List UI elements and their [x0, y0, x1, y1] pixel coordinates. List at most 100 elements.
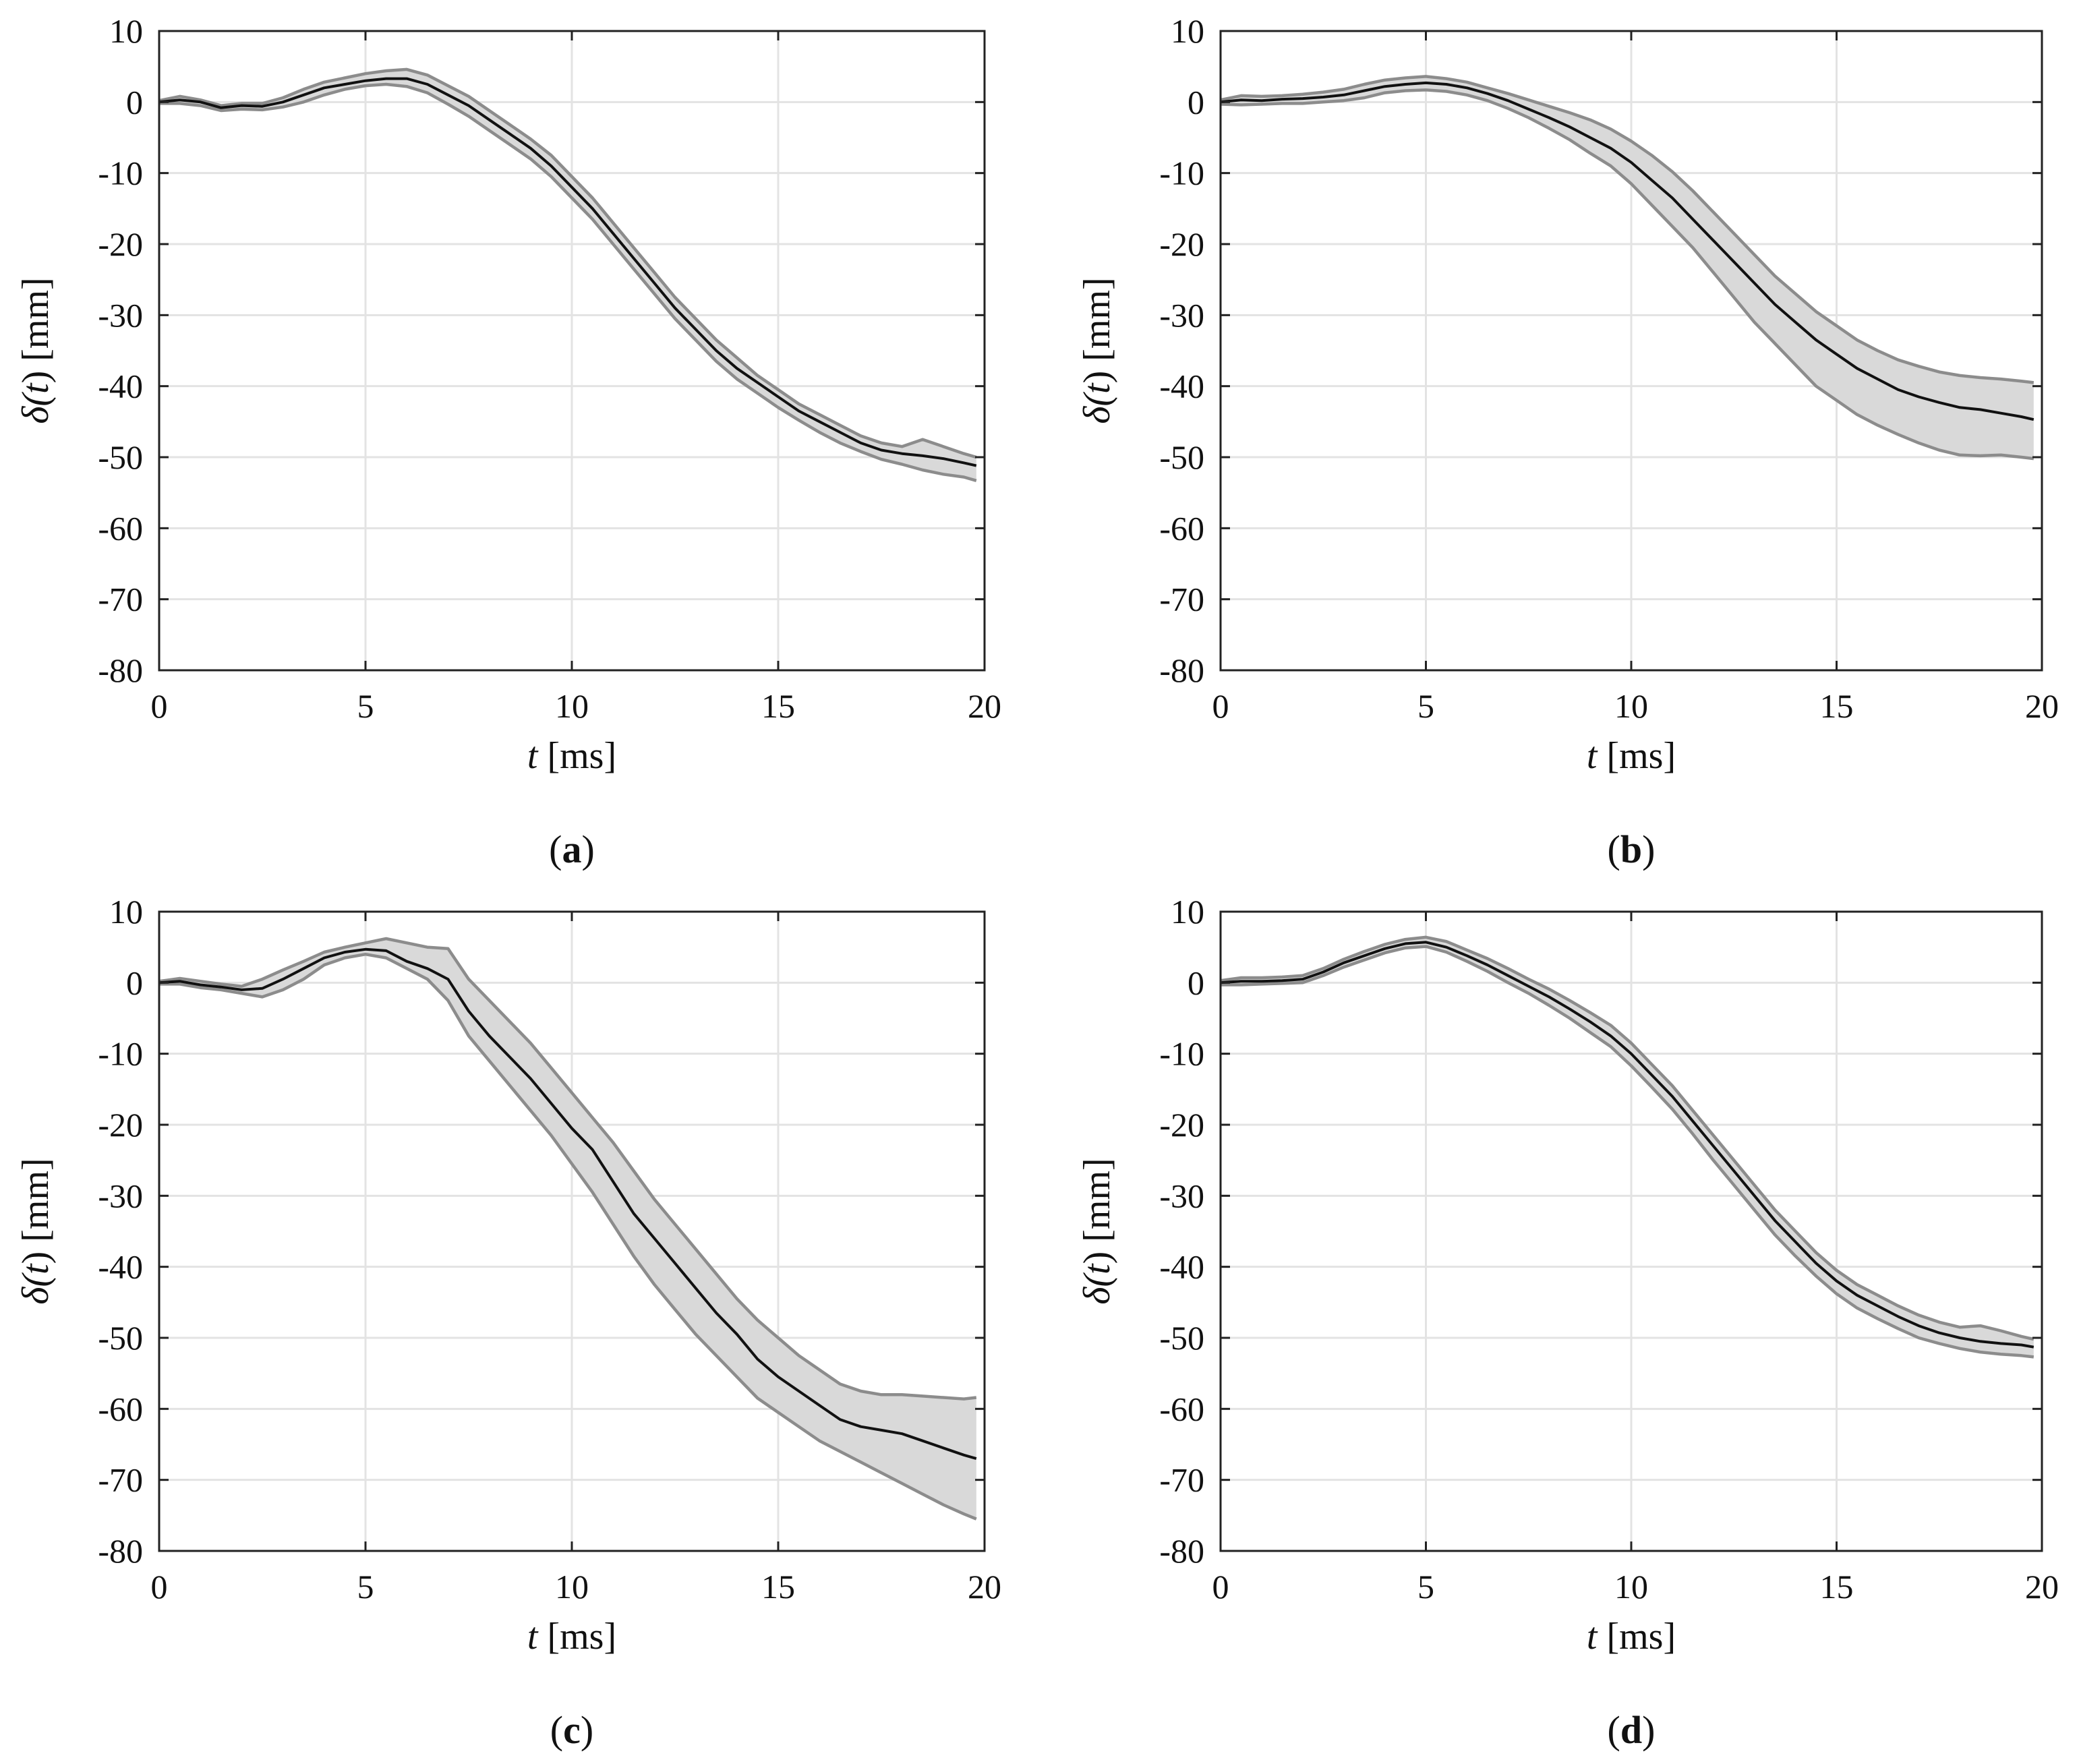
x-tick-label: 15	[1820, 1568, 1854, 1606]
y-axis-label: δ(t) [mm]	[15, 277, 57, 423]
panel-caption-close: )	[1642, 827, 1655, 871]
y-tick-label: -60	[98, 509, 143, 547]
y-axis-label-unit: [mm]	[1076, 277, 1118, 361]
panel-caption-close: )	[581, 1708, 593, 1752]
y-tick-label: -60	[1159, 509, 1204, 547]
confidence-band	[159, 939, 976, 1519]
y-axis-label-suffix: )	[1076, 1252, 1118, 1264]
y-axis-label-prefix: δ(	[15, 1272, 57, 1305]
panel-caption-letter: d	[1620, 1708, 1642, 1752]
y-axis-label: δ(t) [mm]	[1076, 277, 1118, 423]
x-tick-label: 15	[1820, 687, 1854, 725]
y-tick-label: -80	[98, 1532, 143, 1570]
x-tick-label: 10	[555, 687, 589, 725]
panel-caption-open: (	[1608, 1708, 1620, 1752]
y-tick-label: -70	[1159, 581, 1204, 618]
lower-bound-line	[1221, 945, 2034, 1359]
mean-line	[1220, 81, 2034, 421]
x-tick-label: 5	[1417, 687, 1434, 725]
mean-line	[158, 77, 977, 467]
y-tick-label: 0	[126, 964, 143, 1001]
y-tick-label: 10	[109, 12, 143, 50]
y-tick-label: -50	[98, 438, 143, 476]
y-tick-label: -40	[1159, 1248, 1204, 1286]
panel-caption-open: (	[1608, 827, 1620, 871]
x-tick-label: 15	[761, 1568, 795, 1606]
x-tick-label: 5	[1417, 1568, 1434, 1606]
y-axis-label-symbol: t	[15, 1263, 57, 1274]
x-axis-label-symbol: t	[527, 1616, 539, 1657]
y-tick-label: -30	[98, 1177, 143, 1214]
y-axis-label-unit: [mm]	[1076, 1158, 1118, 1241]
y-tick-label: -50	[98, 1319, 143, 1357]
panel-caption: (c)	[550, 1708, 593, 1752]
x-axis-label-symbol: t	[527, 735, 539, 777]
panel-caption-letter: c	[563, 1708, 581, 1752]
y-tick-label: -80	[98, 651, 143, 689]
y-axis-label: δ(t) [mm]	[15, 1158, 57, 1304]
x-axis-label-unit: [ms]	[1606, 1616, 1676, 1657]
panel-caption: (b)	[1608, 827, 1656, 871]
x-tick-label: 20	[2025, 687, 2059, 725]
y-tick-label: -30	[1159, 296, 1204, 334]
y-axis-label-unit: [mm]	[15, 277, 57, 361]
y-axis-label-symbol: t	[15, 382, 57, 394]
chart-panel-c: 0 5 10 15 20 10 0 -10 -20 -30 -40 -50 -60 -70 -80 t [ms…	[15, 893, 1001, 1752]
y-axis-label-symbol: t	[1076, 382, 1118, 394]
mean-line	[1220, 941, 2034, 1349]
x-tick-label: 20	[968, 1568, 1001, 1606]
y-tick-label: -20	[98, 1106, 143, 1144]
panel-caption-letter: a	[562, 827, 582, 871]
confidence-band	[1221, 76, 2034, 459]
y-axis-label: δ(t) [mm]	[1076, 1158, 1118, 1304]
x-axis-label-symbol: t	[1587, 1616, 1598, 1657]
y-tick-label: -70	[98, 581, 143, 618]
x-tick-label: 10	[1614, 687, 1648, 725]
panel-caption-letter: b	[1620, 827, 1642, 871]
y-tick-label: -40	[1159, 368, 1204, 405]
y-tick-label: -10	[98, 1035, 143, 1073]
panel-caption-open: (	[550, 1708, 563, 1752]
lower-bound-line	[159, 82, 977, 482]
x-tick-label: 10	[1614, 1568, 1648, 1606]
y-axis-label-unit: [mm]	[15, 1158, 57, 1241]
chart-panel-b: 0 5 10 15 20 10 0 -10 -20 -30 -40 -50 -60 -70 -80 t [ms…	[1076, 12, 2059, 871]
upper-bound-line	[1220, 935, 2034, 1341]
y-tick-label: -40	[98, 1248, 143, 1286]
upper-bound-line	[1220, 75, 2034, 384]
panel-caption-close: )	[1642, 1708, 1655, 1752]
x-axis-label: t [ms]	[1587, 735, 1676, 777]
y-tick-label: -10	[1159, 1035, 1204, 1073]
panel-caption-open: (	[549, 827, 562, 871]
y-tick-label: -60	[1159, 1390, 1204, 1428]
confidence-band	[1221, 937, 2034, 1357]
x-tick-label: 15	[761, 687, 795, 725]
x-tick-label: 20	[2025, 1568, 2059, 1606]
y-tick-label: -70	[98, 1461, 143, 1499]
y-tick-label: -10	[98, 154, 143, 192]
upper-bound-line	[158, 937, 977, 1401]
y-tick-label: -20	[98, 225, 143, 263]
x-tick-label: 5	[357, 1568, 374, 1606]
y-tick-label: 10	[1171, 893, 1204, 931]
y-tick-label: 0	[126, 83, 143, 121]
y-tick-label: -50	[1159, 1319, 1204, 1357]
x-tick-label: 0	[1212, 1568, 1229, 1606]
y-tick-label: -40	[98, 368, 143, 405]
chart-panel-a: 0 5 10 15 20 10 0 -10 -20 -30 -40 -50 -60 -70 -80 t [ms…	[15, 12, 1001, 871]
y-tick-label: -80	[1159, 1532, 1204, 1570]
y-tick-label: -70	[1159, 1461, 1204, 1499]
x-tick-label: 5	[357, 687, 374, 725]
y-tick-label: 0	[1188, 964, 1204, 1001]
y-axis-label-suffix: )	[15, 1252, 57, 1264]
x-axis-label-symbol: t	[1587, 735, 1598, 777]
y-tick-label: -80	[1159, 651, 1204, 689]
y-tick-label: 0	[1188, 83, 1204, 121]
y-tick-label: -60	[98, 1390, 143, 1428]
y-axis-label-prefix: δ(	[15, 392, 57, 424]
lower-bound-line	[1220, 88, 2034, 461]
x-tick-label: 10	[555, 1568, 589, 1606]
panel-caption: (d)	[1608, 1708, 1656, 1752]
y-axis-label-suffix: )	[1076, 371, 1118, 384]
